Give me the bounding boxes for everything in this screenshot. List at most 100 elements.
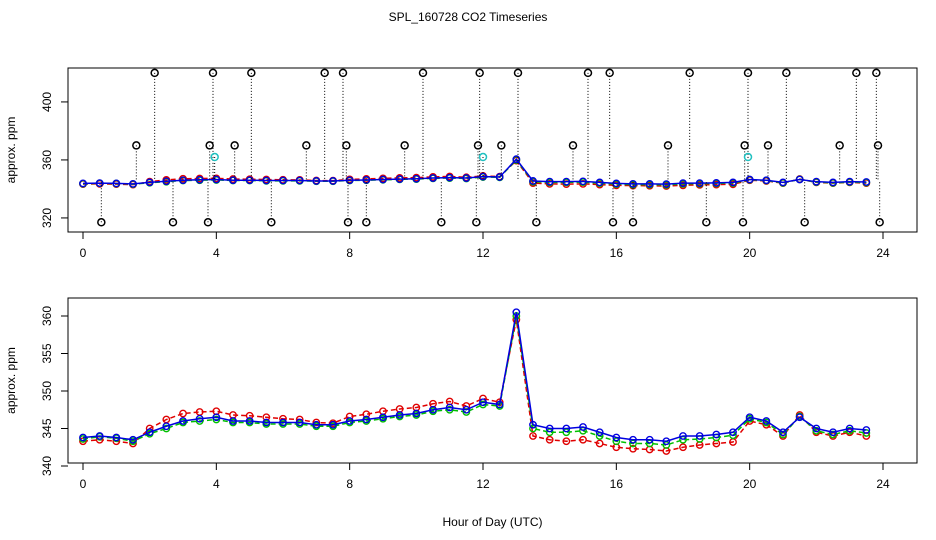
data-point <box>162 424 171 433</box>
outlier-point <box>342 141 351 150</box>
data-point <box>679 432 687 440</box>
data-point <box>379 175 387 184</box>
data-point <box>312 177 321 185</box>
outlier-point <box>343 218 353 227</box>
outlier-point <box>740 141 749 150</box>
data-point <box>212 415 221 424</box>
data-point <box>662 180 671 189</box>
outlier-point <box>472 218 481 227</box>
outlier-point <box>875 218 884 227</box>
outlier-point <box>203 218 213 227</box>
y-tick-label: 400 <box>40 92 54 112</box>
data-point <box>479 172 487 181</box>
outlier-point <box>782 68 791 78</box>
data-point <box>729 178 737 187</box>
chart-title: SPL_160728 CO2 Timeseries <box>389 10 548 24</box>
outlier-point <box>605 68 614 78</box>
data-point <box>579 435 587 444</box>
data-point <box>779 178 787 187</box>
x-tick-label: 24 <box>876 477 890 491</box>
data-point <box>745 175 754 184</box>
data-point <box>545 435 554 444</box>
outlier-point <box>852 68 861 78</box>
x-tick-label: 20 <box>743 246 757 260</box>
outlier-point <box>247 68 256 78</box>
data-point <box>812 177 821 186</box>
data-point <box>512 308 521 317</box>
data-point <box>862 426 871 434</box>
data-point <box>162 177 171 186</box>
outlier-point <box>267 218 276 227</box>
outlier-point <box>338 68 348 78</box>
data-point <box>829 430 837 439</box>
data-point <box>229 417 237 425</box>
data-point <box>345 417 354 425</box>
outlier-point <box>743 68 753 78</box>
data-point <box>612 179 621 188</box>
data-point <box>529 177 537 185</box>
x-tick-label: 4 <box>213 246 220 260</box>
data-point <box>679 443 687 452</box>
data-point <box>329 420 337 429</box>
data-point <box>79 179 87 188</box>
data-point <box>679 179 687 188</box>
y-tick-label: 345 <box>40 418 54 438</box>
y-tick-label: 360 <box>40 306 54 326</box>
data-point <box>195 417 204 425</box>
outlier-point <box>132 141 141 150</box>
data-point <box>179 409 187 418</box>
outlier-point <box>743 152 753 162</box>
data-point <box>112 433 121 442</box>
data-point <box>262 176 271 185</box>
data-point <box>729 428 737 437</box>
outlier-point <box>702 218 711 227</box>
outlier-point <box>473 141 483 150</box>
data-point <box>595 178 604 187</box>
data-point <box>479 398 487 407</box>
outlier-point <box>835 141 844 150</box>
data-point <box>779 428 787 437</box>
data-point <box>395 175 404 183</box>
outlier-point <box>362 218 371 227</box>
data-point <box>312 418 321 427</box>
data-point <box>495 173 504 181</box>
y-axis-label: approx. ppm <box>4 117 18 184</box>
data-point <box>645 435 654 444</box>
data-point <box>629 179 637 188</box>
x-tick-label: 24 <box>876 246 890 260</box>
outlier-point <box>497 141 506 150</box>
data-point <box>562 424 571 433</box>
data-point <box>212 175 221 184</box>
x-tick-label: 4 <box>213 477 220 491</box>
data-point <box>862 178 871 186</box>
data-point <box>379 413 387 422</box>
data-point <box>445 405 454 414</box>
data-point <box>445 403 454 412</box>
outlier-point <box>608 218 618 227</box>
outlier-point <box>800 218 809 227</box>
outlier-point <box>320 68 329 78</box>
data-point <box>412 174 421 183</box>
data-point <box>79 433 87 442</box>
data-point <box>395 411 404 419</box>
data-point <box>645 179 654 188</box>
outlier-point <box>230 141 239 150</box>
data-point <box>812 426 821 435</box>
data-point <box>112 179 121 188</box>
x-axis-label: Hour of Day (UTC) <box>442 515 542 529</box>
plot-box <box>67 67 918 233</box>
y-axis-label: approx. ppm <box>4 347 18 414</box>
data-point <box>362 415 371 424</box>
y-tick-label: 350 <box>40 381 54 401</box>
data-point <box>145 178 154 187</box>
x-tick-label: 12 <box>476 477 490 491</box>
data-point <box>762 176 771 185</box>
data-point <box>545 424 554 433</box>
outlier-point <box>168 218 178 227</box>
series-line <box>82 158 867 185</box>
data-point <box>145 428 154 437</box>
outlier-point <box>475 68 484 78</box>
x-tick-label: 0 <box>80 246 87 260</box>
outlier-point <box>628 218 638 227</box>
data-point <box>129 179 137 188</box>
